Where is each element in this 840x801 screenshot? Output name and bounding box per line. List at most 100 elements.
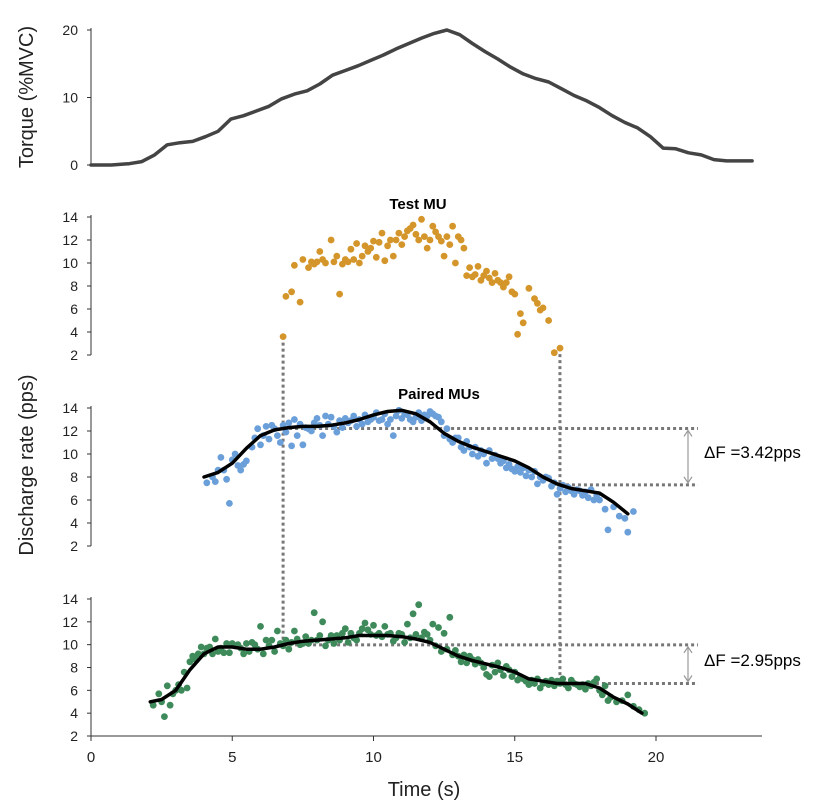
test-mu-point [356, 259, 363, 267]
x-tick-label: 0 [87, 749, 95, 766]
paired-mu-1-point [308, 427, 315, 435]
delta-f-annotation-lower: ΔF =2.95pps [704, 651, 801, 670]
paired-mu-2-point [412, 631, 420, 638]
paired-mu-1-point [299, 441, 307, 449]
test-mu-point [463, 272, 471, 279]
paired-mu-2-point [226, 649, 233, 657]
paired-mu-2-point [415, 601, 423, 609]
torque-y-tick-label: 20 [62, 22, 78, 38]
test-mu-point [367, 244, 375, 252]
test-mu-point [350, 256, 358, 263]
paired-mu-2-point [310, 609, 318, 617]
paired-mu-2-point [446, 613, 454, 621]
test-mu-point [282, 293, 290, 300]
paired-mu-2-point [401, 639, 408, 646]
test-mu-point [502, 279, 510, 286]
test-mu-point [322, 259, 329, 267]
paired-mu-1-point [322, 412, 329, 420]
paired-mu-2-point [271, 648, 278, 655]
paired-mu-2-y-tick-label: 2 [70, 728, 78, 744]
paired-mu-2-point [163, 682, 171, 690]
paired-mu-2-point [319, 618, 326, 626]
paired-mu-1-point [217, 454, 225, 461]
test-mu-point [384, 242, 391, 250]
test-mu-y-tick-label: 10 [62, 255, 78, 271]
test-mu-point [409, 221, 417, 229]
paired-mu-1-y-tick-label: 8 [70, 469, 78, 485]
paired-mu-1-point [350, 412, 358, 420]
paired-mu-2-point [494, 659, 502, 667]
paired-mu-1-point [389, 432, 397, 439]
paired-mu-2-point [358, 625, 366, 633]
paired-mu-2-point [186, 658, 194, 666]
paired-mu-1-point [319, 432, 326, 439]
paired-mu-1-point [285, 419, 293, 427]
test-mu-point [491, 270, 499, 277]
delta-f-annotation-upper: ΔF =3.42pps [704, 443, 801, 462]
test-mu-point [440, 252, 448, 260]
test-mu-y-tick-label: 14 [62, 209, 78, 225]
paired-mu-1-point [522, 472, 530, 480]
paired-mu-2-y-tick-label: 12 [62, 614, 78, 630]
paired-mu-1-y-tick-label: 12 [62, 423, 78, 439]
test-mu-point [437, 237, 445, 245]
paired-mu-1-y-tick-label: 6 [70, 492, 78, 508]
test-mu-point [446, 241, 454, 249]
test-mu-point [381, 257, 389, 265]
test-mu-point [474, 263, 482, 270]
x-tick-label: 20 [648, 749, 665, 766]
paired-mu-1-point [483, 459, 490, 467]
test-mu-point [370, 237, 377, 245]
paired-mu-2-point [409, 610, 417, 618]
test-mu-point [418, 215, 425, 223]
paired-mu-2-point [485, 673, 493, 680]
test-mu-point [517, 310, 524, 317]
paired-mu-2-point [240, 650, 248, 658]
paired-mu-2-point [285, 645, 293, 653]
paired-mu-1-y-tick-label: 14 [62, 400, 78, 416]
paired-mu-2-point [330, 640, 338, 647]
paired-mu-1-point [262, 423, 270, 430]
x-tick-label: 15 [506, 749, 523, 766]
paired-mu-1-point [534, 480, 541, 488]
test-mu-point [539, 304, 547, 312]
test-mu-point [389, 252, 397, 260]
paired-mu-1-point [339, 424, 346, 431]
paired-mu-1-point [624, 528, 632, 536]
paired-mu-2-point [404, 620, 411, 628]
paired-mu-1-point [274, 432, 281, 439]
torque-y-tick-label: 0 [70, 157, 78, 173]
test-mu-point [344, 258, 352, 266]
axis-titles: Torque (%MVC) Discharge rate (pps) Time … [16, 26, 480, 801]
test-mu-point [460, 244, 468, 252]
test-mu-point [457, 236, 465, 244]
paired-mu-2-point [291, 627, 298, 635]
delta-f-annotations: ΔF =3.42pps ΔF =2.95pps [704, 443, 801, 670]
paired-mu-2-point [491, 668, 499, 676]
test-mu-point [466, 264, 473, 271]
test-mu-point [305, 264, 312, 271]
paired-mu-2-point [344, 639, 352, 646]
test-mu-point [488, 279, 496, 286]
paired-mu-1-point [460, 447, 468, 454]
paired-mu-2-point [268, 636, 276, 644]
paired-mu-2-point [282, 636, 290, 644]
test-mu-y-tick-label: 4 [70, 324, 78, 340]
paired-mu-1-point [223, 475, 231, 483]
paired-mu-1-point [469, 450, 476, 458]
test-mu-y-tick-label: 8 [70, 278, 78, 294]
paired-mu-1-point [387, 416, 394, 423]
paired-mu-2-point [155, 690, 163, 698]
x-tick-label: 10 [365, 749, 382, 766]
test-mu-point [316, 248, 324, 255]
paired-mu-1-point [231, 450, 239, 458]
test-mu-point [378, 229, 386, 237]
test-mu-point [412, 230, 420, 238]
test-mu-y-tick-label: 2 [70, 347, 78, 363]
paired-mu-2-point [353, 636, 360, 644]
test-mu-point [423, 244, 431, 252]
paired-mu-2-point [178, 686, 185, 694]
paired-mu-1-point [358, 420, 366, 428]
paired-mu-2-point [161, 713, 168, 720]
paired-mu-1-y-tick-label: 4 [70, 515, 78, 531]
